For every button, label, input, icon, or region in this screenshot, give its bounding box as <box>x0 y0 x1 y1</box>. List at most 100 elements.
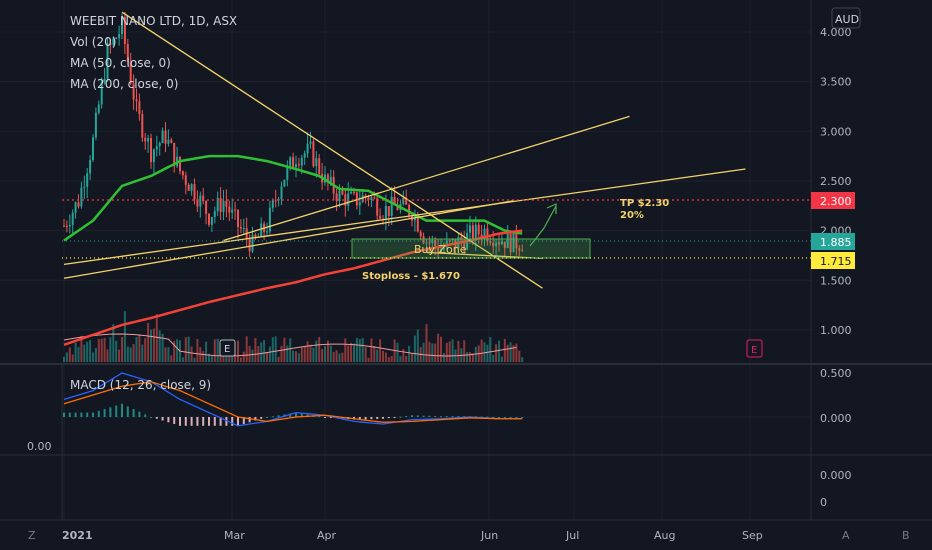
auto-scale-button[interactable]: A <box>842 529 850 542</box>
tp-price-tag-text: 2.300 <box>820 195 852 208</box>
macd-histogram-bar <box>509 417 512 418</box>
candle-body <box>271 200 274 208</box>
volume-bar <box>350 342 353 362</box>
macd-histogram-bar <box>208 417 210 426</box>
earnings-marker-2[interactable] <box>746 339 763 358</box>
macd-histogram-bar <box>440 416 442 418</box>
symbol-title[interactable]: WEEBIT NANO LTD, 1D, ASX <box>70 14 237 28</box>
macd-histogram-bar <box>167 417 170 423</box>
volume-bar <box>341 352 344 362</box>
candle-body <box>193 184 196 200</box>
left-axis-tick: 0.00 <box>27 440 52 453</box>
volume-bar <box>515 343 518 362</box>
candle-body <box>361 195 364 203</box>
volume-bar <box>268 346 271 362</box>
macd-histogram-bar <box>364 417 367 420</box>
candle-body <box>167 139 170 144</box>
trendline-2[interactable] <box>63 200 514 279</box>
macd-histogram-bar <box>318 416 321 418</box>
macd-histogram-bar <box>515 417 518 418</box>
timezone-button[interactable]: Z <box>28 529 36 542</box>
candle-body <box>384 206 387 220</box>
candle-body <box>254 234 257 238</box>
volume-bar <box>306 341 309 362</box>
macd-histogram-bar <box>80 412 83 417</box>
volume-bar <box>271 337 274 362</box>
volume-bar <box>205 341 208 362</box>
earnings-marker-1[interactable] <box>219 339 236 357</box>
volume-bar <box>289 338 292 362</box>
candle-body <box>222 200 225 213</box>
candle-body <box>283 179 286 187</box>
candle-body <box>147 138 150 142</box>
trendline-5[interactable] <box>426 251 543 260</box>
price-tick-label: 4.000 <box>820 26 852 39</box>
volume-bar <box>396 342 399 362</box>
stop-price-tag <box>811 252 855 269</box>
take-profit-label: TP $2.30 <box>620 198 669 209</box>
candle-body <box>187 184 190 191</box>
volume-bar <box>138 334 141 362</box>
time-axis[interactable]: 2021 Mar Apr Jun Jul Aug Sep <box>62 529 763 542</box>
macd-histogram-bar <box>277 415 280 417</box>
currency-button[interactable] <box>831 7 861 29</box>
projection-arrow[interactable] <box>529 205 557 247</box>
macd-histogram-bar <box>225 417 228 426</box>
volume-bar <box>167 347 170 362</box>
candle-body <box>509 232 512 253</box>
macd-histogram-bar <box>231 417 234 426</box>
macd-histogram-bar <box>382 417 384 419</box>
indicator-ma50[interactable]: MA (50, close, 0) <box>70 56 171 70</box>
trendlines[interactable] <box>63 11 746 289</box>
volume-bar <box>428 341 431 362</box>
macd-histogram-bar <box>521 417 524 418</box>
macd-signal-line[interactable] <box>63 381 523 423</box>
macd-histogram-bar <box>242 417 245 425</box>
candle-body <box>205 201 208 214</box>
candle-body <box>115 38 118 40</box>
candle-body <box>341 190 344 195</box>
candle-body <box>402 197 405 204</box>
candle-body <box>471 225 474 241</box>
indicator-volume[interactable]: Vol (20) <box>70 35 116 49</box>
candle-body <box>297 164 300 166</box>
trendline-4[interactable] <box>63 168 746 266</box>
ma200-line[interactable] <box>63 229 523 346</box>
buy-zone-box[interactable] <box>351 238 591 259</box>
candle-body <box>428 242 431 244</box>
volume-bar <box>94 347 97 362</box>
candle-body <box>434 239 437 247</box>
trendline-3[interactable] <box>223 115 630 242</box>
volume-bar <box>248 345 251 362</box>
volume-bar <box>445 342 448 362</box>
ma50-line[interactable] <box>63 154 523 242</box>
volume-bar <box>187 336 190 362</box>
macd-title[interactable]: MACD (12, 26, close, 9) <box>70 378 211 392</box>
log-scale-button[interactable]: B <box>902 529 910 542</box>
volume-bar <box>361 337 364 362</box>
candle-body <box>242 228 245 230</box>
macd-histogram-bar <box>202 417 205 426</box>
candle-body <box>419 231 422 237</box>
price-tick-label: 1.000 <box>820 324 852 337</box>
time-tick-label: Mar <box>224 529 245 542</box>
candle-body <box>425 242 428 244</box>
volume-bar <box>376 349 379 362</box>
candle-body <box>150 138 152 162</box>
macd-histogram-bar <box>74 412 77 417</box>
volume-bar <box>332 351 335 362</box>
volume-bar <box>208 353 210 362</box>
volume-bar <box>471 353 474 362</box>
volume-bar <box>118 349 121 362</box>
volume-bar <box>399 356 402 362</box>
indicator-ma200[interactable]: MA (200, close, 0) <box>70 77 178 91</box>
price-tick-label: 2.500 <box>820 175 852 188</box>
candle-body <box>318 158 321 174</box>
candle-body <box>216 197 219 212</box>
trendline-1[interactable] <box>121 11 543 289</box>
macd-line[interactable] <box>63 372 523 427</box>
volume-bar <box>518 350 521 362</box>
candle-body <box>268 207 271 232</box>
macd-histogram-bar <box>213 417 216 426</box>
